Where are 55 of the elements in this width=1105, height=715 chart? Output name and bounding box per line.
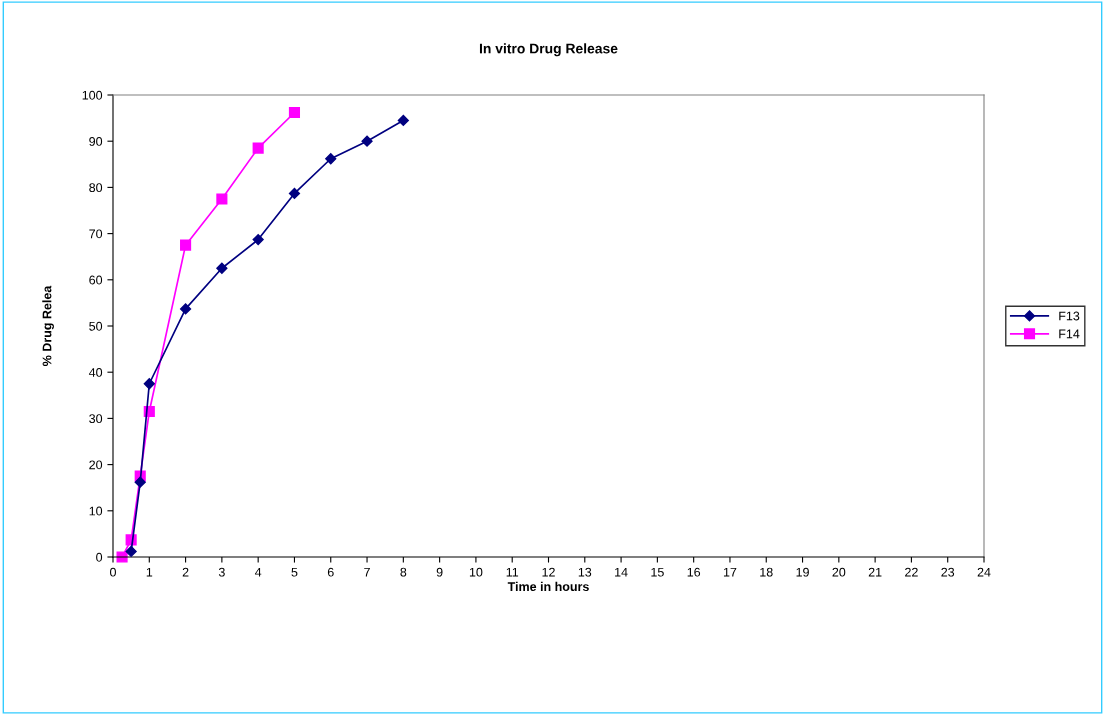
x-tick-label: 23 (941, 567, 955, 577)
point (361, 135, 373, 147)
x-tick-label: 4 (254, 567, 262, 577)
x-tick-label: 24 (977, 567, 991, 577)
y-tick-label: 20 (89, 460, 103, 470)
point (179, 303, 192, 315)
y-tick-label: 10 (89, 506, 103, 516)
x-tick-label: 12 (542, 567, 555, 577)
x-tick-label: 13 (578, 567, 592, 577)
x-tick-label: 1 (146, 567, 153, 577)
x-tick-label: 5 (291, 567, 298, 577)
y-tick-label: 80 (89, 183, 103, 193)
y-tick-label: 50 (89, 321, 103, 331)
point (397, 114, 409, 127)
point (288, 106, 301, 119)
x-tick-label: 14 (615, 567, 628, 577)
x-tick-label: 10 (469, 567, 483, 577)
legend-label: F14 (1059, 329, 1080, 339)
point (252, 234, 264, 246)
x-tick-label: 0 (110, 567, 116, 577)
point (143, 378, 155, 390)
y-tick-label: 30 (89, 414, 103, 424)
point (125, 545, 137, 558)
point (252, 142, 264, 154)
x-tick-label: 22 (905, 567, 918, 577)
x-tick-label: 18 (760, 567, 773, 577)
y-axis-title: % Drug Relea (42, 285, 54, 366)
y-tick-label: 0 (96, 552, 103, 562)
point (134, 476, 146, 488)
y-tick-label: 90 (89, 137, 103, 146)
x-tick-label: 21 (868, 567, 882, 577)
point (325, 153, 337, 165)
x-tick-label: 15 (651, 567, 664, 577)
x-tick-label: 3 (218, 567, 225, 577)
x-axis-title: Time in hours (507, 581, 589, 592)
x-tick-label: 11 (506, 567, 519, 577)
x-tick-label: 7 (364, 567, 370, 577)
legend-label: F13 (1059, 311, 1080, 321)
point (216, 193, 228, 205)
y-tick-label: 70 (89, 229, 103, 239)
point (288, 187, 301, 200)
y-tick-label: 40 (88, 368, 103, 377)
x-tick-label: 17 (723, 567, 737, 577)
y-tick-label: 60 (89, 275, 103, 285)
chart-title: In vitro Drug Release (479, 43, 618, 57)
x-tick-label: 8 (400, 567, 407, 577)
x-tick-label: 16 (687, 567, 701, 577)
x-tick-label: 20 (832, 567, 846, 577)
x-tick-label: 19 (796, 567, 809, 577)
point (216, 262, 228, 274)
x-tick-label: 2 (182, 567, 189, 577)
y-tick-label: 100 (82, 90, 103, 100)
x-tick-label: 6 (327, 567, 334, 577)
point (180, 239, 192, 251)
x-tick-label: 9 (436, 567, 443, 577)
